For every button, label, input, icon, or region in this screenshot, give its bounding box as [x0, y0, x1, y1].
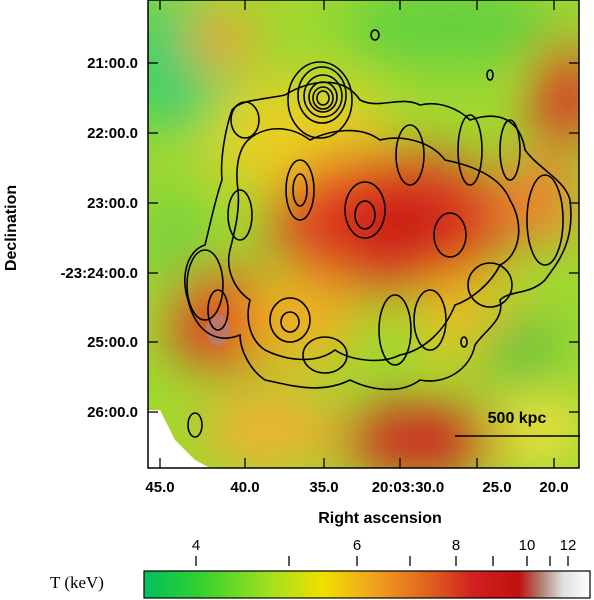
colorbar-tick-label: 10	[519, 537, 536, 554]
y-tick-label: 25:00.0	[87, 334, 138, 351]
x-tick-label: 20.0	[539, 479, 568, 496]
uncovered-region	[148, 410, 210, 468]
scale-bar: 500 kpc	[455, 410, 580, 437]
xray-contours	[184, 29, 572, 438]
y-tick-label: 21:00.0	[87, 55, 138, 72]
scale-bar-label: 500 kpc	[488, 410, 547, 427]
colorbar-tick-label: 4	[192, 537, 200, 554]
x-tick-label: 35.0	[309, 479, 338, 496]
colorbar-label: T (keV)	[50, 573, 104, 592]
colorbar-tick-label: 8	[452, 537, 460, 554]
x-tick-label: 25.0	[482, 479, 511, 496]
x-tick-label: 20:03:30.0	[372, 479, 445, 496]
colorbar-gradient	[143, 570, 591, 599]
y-axis-title: Declination	[3, 185, 20, 271]
y-tick-label: 23:00.0	[87, 195, 138, 212]
temperature-map	[148, 0, 579, 468]
plot-frame	[147, 0, 580, 469]
x-axis-title: Right ascension	[318, 510, 442, 527]
y-axis: 21:00.0 22:00.0 23:00.0 -23:24:00.0 25:0…	[3, 55, 138, 421]
colorbar: T (keV) 4 6 8 10 12	[50, 537, 591, 599]
y-tick-label: 26:00.0	[87, 404, 138, 421]
y-tick-label: 22:00.0	[87, 125, 138, 142]
colorbar-ticks	[195, 556, 569, 566]
y-tick-label: -23:24:00.0	[60, 265, 138, 282]
x-tick-label: 40.0	[230, 479, 259, 496]
tick-marks	[148, 0, 579, 468]
x-tick-label: 45.0	[145, 479, 174, 496]
colorbar-tick-label: 6	[353, 537, 361, 554]
colorbar-tick-label: 12	[560, 537, 577, 554]
x-axis: 45.0 40.0 35.0 20:03:30.0 25.0 20.0 Righ…	[145, 479, 568, 527]
